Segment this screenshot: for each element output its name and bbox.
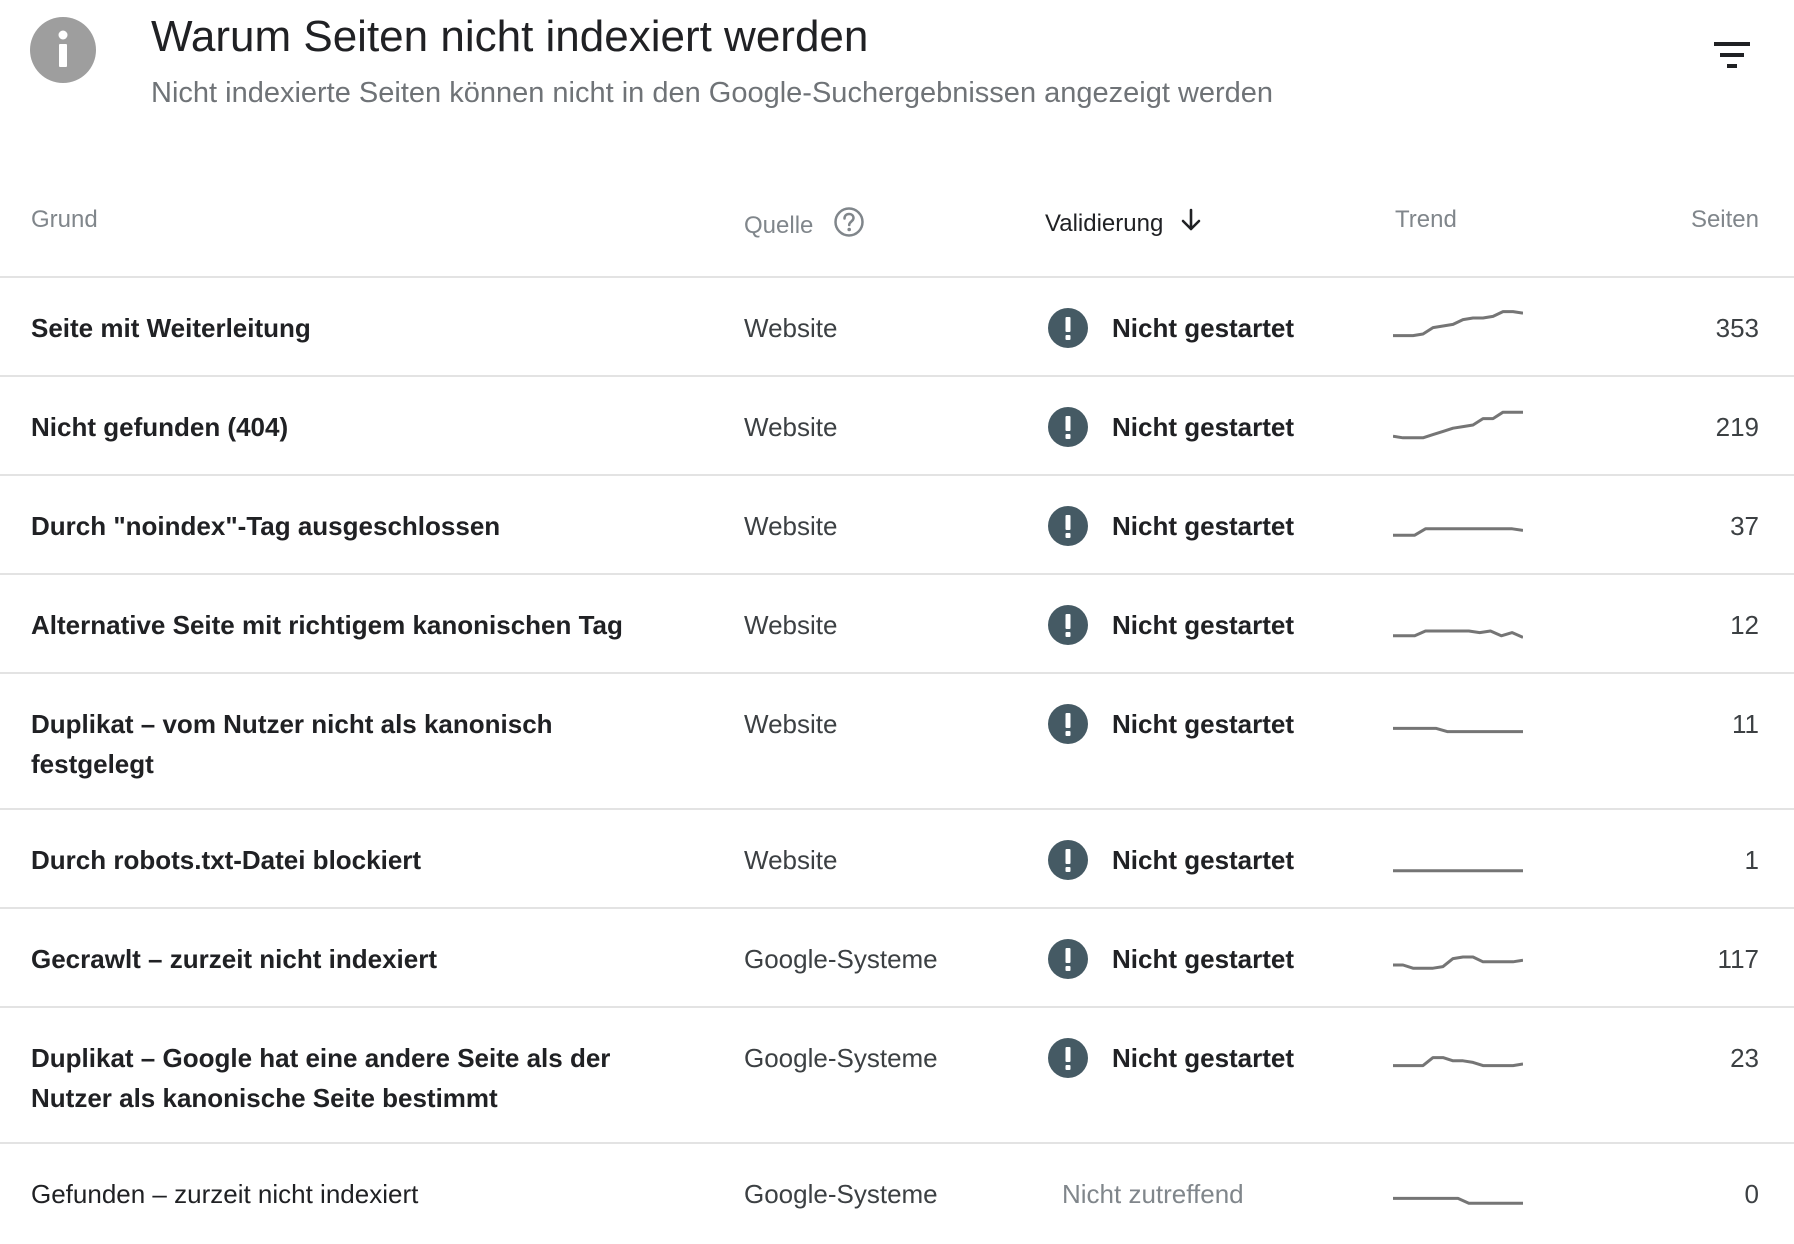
- trend-sparkline: [1393, 310, 1523, 338]
- source-label: Website: [744, 313, 838, 343]
- table-row[interactable]: Durch robots.txt-Datei blockiert Website…: [0, 810, 1794, 909]
- validation-label: Nicht gestartet: [1112, 511, 1295, 541]
- validation-status: Nicht gestartet: [1048, 506, 1294, 546]
- trend-line: [1393, 527, 1523, 537]
- column-header-seiten: Seiten: [1691, 206, 1759, 234]
- trend-sparkline: [1393, 955, 1523, 970]
- column-label-quelle: Quelle: [744, 211, 814, 239]
- reasons-table: Grund Quelle Validierung Trend: [0, 170, 1794, 1244]
- filter-icon[interactable]: [1708, 38, 1760, 78]
- alert-icon: [1048, 704, 1088, 744]
- arrow-down-icon[interactable]: [1177, 206, 1205, 241]
- trend-line: [1393, 1196, 1523, 1205]
- page-title: Warum Seiten nicht indexiert werden: [151, 12, 869, 61]
- source-label: Website: [744, 511, 838, 541]
- alert-icon: [1048, 506, 1088, 546]
- column-header-grund: Grund: [31, 206, 98, 234]
- alert-icon: [1048, 939, 1088, 979]
- validation-label: Nicht gestartet: [1112, 944, 1295, 974]
- trend-sparkline: [1393, 629, 1523, 639]
- alert-icon: [1048, 407, 1088, 447]
- column-label-trend: Trend: [1395, 206, 1457, 233]
- validation-status: Nicht gestartet: [1048, 840, 1294, 880]
- validation-label: Nicht gestartet: [1112, 845, 1295, 875]
- pages-count: 23: [1730, 1043, 1759, 1073]
- help-icon[interactable]: [833, 206, 865, 245]
- column-label-validierung: Validierung: [1045, 209, 1164, 237]
- source-label: Google-Systeme: [744, 1179, 938, 1209]
- pages-count: 12: [1730, 610, 1759, 640]
- source-label: Website: [744, 709, 838, 739]
- alert-icon: [1048, 840, 1088, 880]
- table-row[interactable]: Alternative Seite mit richtigem kanonisc…: [0, 575, 1794, 674]
- source-label: Website: [744, 610, 838, 640]
- column-label-grund: Grund: [31, 206, 98, 233]
- source-label: Website: [744, 412, 838, 442]
- table-row[interactable]: Seite mit Weiterleitung Website Nicht ge…: [0, 278, 1794, 377]
- validation-label: Nicht zutreffend: [1062, 1179, 1244, 1209]
- validation-status: Nicht gestartet: [1048, 308, 1294, 348]
- column-header-quelle: Quelle: [744, 206, 865, 245]
- alert-icon: [1048, 605, 1088, 645]
- pages-count: 117: [1717, 944, 1759, 974]
- table-row[interactable]: Duplikat – vom Nutzer nicht als kanonisc…: [0, 674, 1794, 810]
- source-label: Google-Systeme: [744, 1043, 938, 1073]
- pages-count: 219: [1715, 412, 1759, 442]
- trend-line: [1393, 726, 1523, 734]
- reason-label: Seite mit Weiterleitung: [31, 313, 311, 343]
- reason-label: Gefunden – zurzeit nicht indexiert: [31, 1179, 419, 1209]
- reason-label: Durch "noindex"-Tag ausgeschlossen: [31, 511, 501, 541]
- table-row[interactable]: Gecrawlt – zurzeit nicht indexiert Googl…: [0, 909, 1794, 1008]
- validation-label: Nicht gestartet: [1112, 313, 1295, 343]
- pages-count: 37: [1730, 511, 1759, 541]
- table-row[interactable]: Gefunden – zurzeit nicht indexiert Googl…: [0, 1144, 1794, 1244]
- trend-sparkline: [1393, 410, 1523, 440]
- column-header-trend: Trend: [1395, 206, 1457, 234]
- table-row[interactable]: Nicht gefunden (404) Website Nicht gesta…: [0, 377, 1794, 476]
- validation-status: Nicht gestartet: [1048, 704, 1294, 744]
- trend-sparkline: [1393, 527, 1523, 537]
- trend-line: [1393, 410, 1523, 440]
- page-subtitle: Nicht indexierte Seiten können nicht in …: [151, 77, 1274, 109]
- column-header-validierung[interactable]: Validierung: [1045, 206, 1205, 241]
- validation-status: Nicht zutreffend: [1048, 1174, 1244, 1214]
- page-header: Warum Seiten nicht indexiert werden Nich…: [0, 0, 1794, 140]
- validation-status: Nicht gestartet: [1048, 939, 1294, 979]
- validation-status: Nicht gestartet: [1048, 605, 1294, 645]
- reason-label: Gecrawlt – zurzeit nicht indexiert: [31, 944, 437, 974]
- column-label-seiten: Seiten: [1690, 206, 1759, 233]
- trend-sparkline: [1393, 1196, 1523, 1205]
- reason-label: Duplikat – Google hat eine andere Seite …: [31, 1043, 611, 1113]
- reason-label: Nicht gefunden (404): [31, 412, 289, 442]
- trend-line: [1393, 955, 1523, 970]
- reason-label: Duplikat – vom Nutzer nicht als kanonisc…: [31, 709, 553, 779]
- trend-line: [1393, 310, 1523, 338]
- trend-sparkline: [1393, 1056, 1523, 1068]
- pages-count: 353: [1715, 313, 1759, 343]
- reason-label: Alternative Seite mit richtigem kanonisc…: [31, 610, 623, 640]
- alert-icon: [1048, 1038, 1088, 1078]
- validation-label: Nicht gestartet: [1112, 610, 1295, 640]
- pages-count: 11: [1732, 709, 1759, 739]
- validation-label: Nicht gestartet: [1112, 1043, 1295, 1073]
- validation-status: Nicht gestartet: [1048, 407, 1294, 447]
- trend-sparkline: [1393, 869, 1523, 873]
- table-row[interactable]: Durch "noindex"-Tag ausgeschlossen Websi…: [0, 476, 1794, 575]
- table-row[interactable]: Duplikat – Google hat eine andere Seite …: [0, 1008, 1794, 1144]
- source-label: Website: [744, 845, 838, 875]
- trend-line: [1393, 1056, 1523, 1068]
- source-label: Google-Systeme: [744, 944, 938, 974]
- info-icon: [30, 17, 96, 83]
- trend-sparkline: [1393, 726, 1523, 734]
- pages-count: 0: [1744, 1179, 1759, 1209]
- validation-status: Nicht gestartet: [1048, 1038, 1294, 1078]
- validation-label: Nicht gestartet: [1112, 412, 1295, 442]
- trend-line: [1393, 629, 1523, 639]
- reason-label: Durch robots.txt-Datei blockiert: [31, 845, 422, 875]
- table-header: Grund Quelle Validierung Trend: [0, 170, 1794, 278]
- alert-icon: [1048, 308, 1088, 348]
- pages-count: 1: [1744, 845, 1759, 875]
- validation-label: Nicht gestartet: [1112, 709, 1295, 739]
